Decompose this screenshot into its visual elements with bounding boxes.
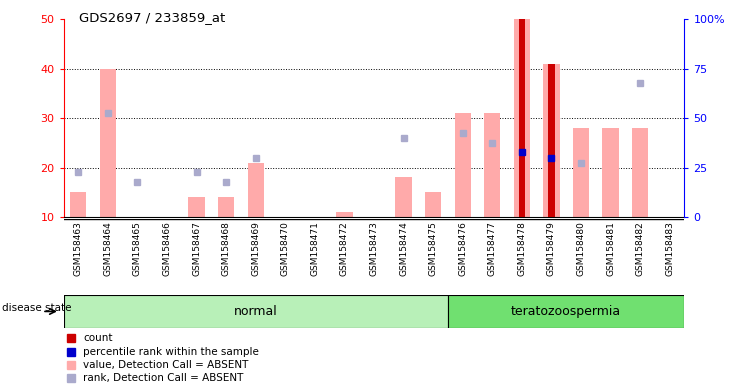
Text: GSM158465: GSM158465: [133, 221, 142, 276]
Text: teratozoospermia: teratozoospermia: [511, 305, 622, 318]
Bar: [188, 197, 205, 217]
Bar: [70, 192, 87, 217]
Text: GSM158479: GSM158479: [547, 221, 556, 276]
Bar: [514, 19, 530, 217]
Text: GSM158480: GSM158480: [577, 221, 586, 276]
Text: GSM158477: GSM158477: [488, 221, 497, 276]
Text: GSM158481: GSM158481: [606, 221, 615, 276]
Text: GSM158478: GSM158478: [518, 221, 527, 276]
Bar: [543, 64, 560, 217]
Text: GSM158463: GSM158463: [74, 221, 83, 276]
Text: GSM158472: GSM158472: [340, 221, 349, 276]
Text: GSM158482: GSM158482: [636, 221, 645, 276]
Text: GSM158467: GSM158467: [192, 221, 201, 276]
Text: percentile rank within the sample: percentile rank within the sample: [84, 347, 260, 357]
Text: count: count: [84, 333, 113, 343]
Bar: [248, 162, 264, 217]
Text: GSM158483: GSM158483: [665, 221, 674, 276]
Bar: [632, 128, 649, 217]
Text: GSM158468: GSM158468: [221, 221, 230, 276]
Text: GSM158464: GSM158464: [103, 221, 112, 276]
Text: rank, Detection Call = ABSENT: rank, Detection Call = ABSENT: [84, 373, 244, 383]
Text: normal: normal: [234, 305, 278, 318]
Bar: [455, 113, 470, 217]
Bar: [548, 64, 554, 217]
Text: GSM158466: GSM158466: [162, 221, 171, 276]
Text: GSM158471: GSM158471: [310, 221, 319, 276]
Text: GSM158473: GSM158473: [370, 221, 378, 276]
Bar: [425, 192, 441, 217]
Text: GSM158476: GSM158476: [459, 221, 468, 276]
Bar: [518, 19, 525, 217]
Text: GSM158474: GSM158474: [399, 221, 408, 276]
Bar: [396, 177, 411, 217]
Bar: [484, 113, 500, 217]
Text: GDS2697 / 233859_at: GDS2697 / 233859_at: [79, 12, 225, 25]
Bar: [99, 69, 116, 217]
Text: value, Detection Call = ABSENT: value, Detection Call = ABSENT: [84, 360, 249, 370]
Text: GSM158470: GSM158470: [280, 221, 289, 276]
Bar: [448, 295, 684, 328]
Bar: [602, 128, 619, 217]
Text: GSM158475: GSM158475: [429, 221, 438, 276]
Bar: [337, 212, 352, 217]
Bar: [64, 295, 448, 328]
Text: GSM158469: GSM158469: [251, 221, 260, 276]
Text: disease state: disease state: [2, 303, 72, 313]
Bar: [573, 128, 589, 217]
Bar: [218, 197, 234, 217]
